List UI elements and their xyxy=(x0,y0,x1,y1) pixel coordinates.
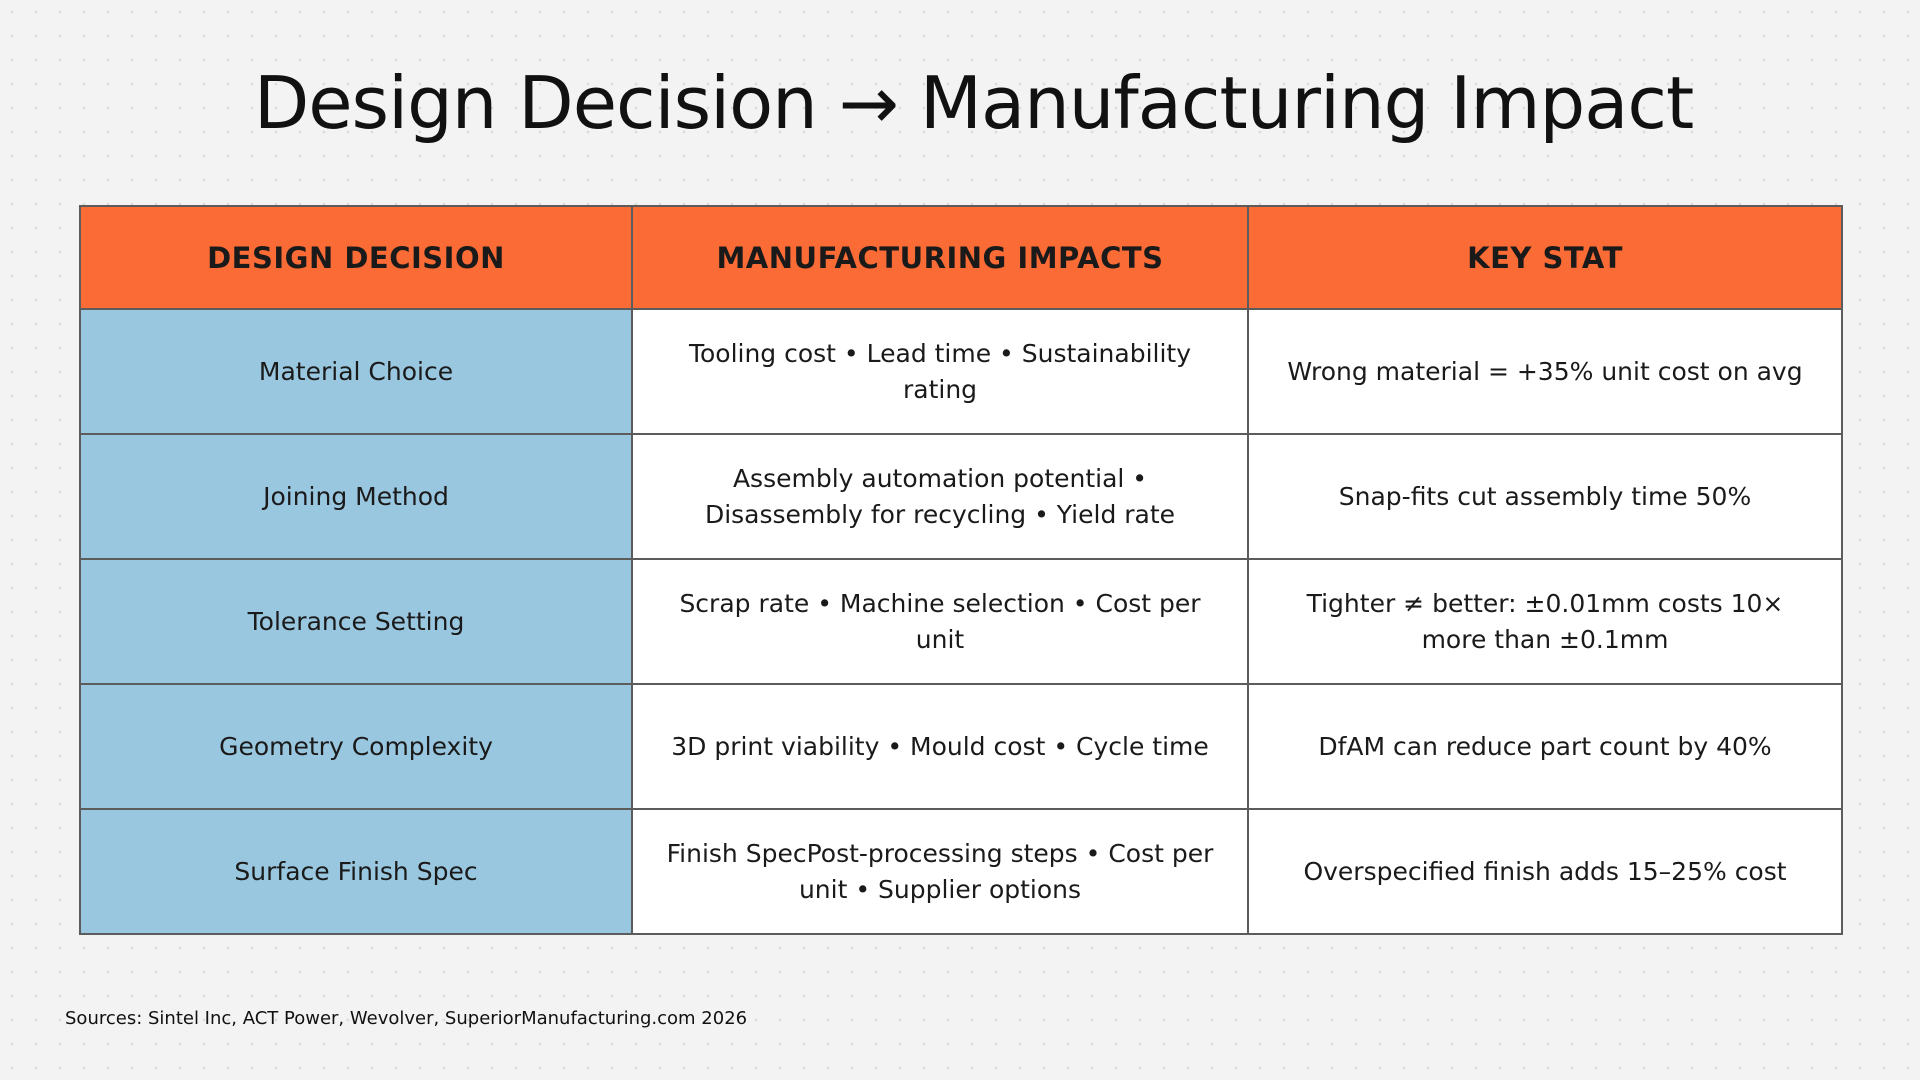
key-stat-cell: DfAM can reduce part count by 40% xyxy=(1247,683,1843,810)
key-stat-cell: Overspecified finish adds 15–25% cost xyxy=(1247,808,1843,935)
key-stat-cell: Tighter ≠ better: ±0.01mm costs 10× more… xyxy=(1247,558,1843,685)
decision-cell: Joining Method xyxy=(79,433,633,560)
table-row: Joining Method Assembly automation poten… xyxy=(79,433,1843,560)
table-row: Tolerance Setting Scrap rate • Machine s… xyxy=(79,558,1843,685)
table-row: Material Choice Tooling cost • Lead time… xyxy=(79,308,1843,435)
table-row: Surface Finish Spec Finish SpecPost-proc… xyxy=(79,808,1843,935)
decision-cell: Tolerance Setting xyxy=(79,558,633,685)
key-stat-cell: Wrong material = +35% unit cost on avg xyxy=(1247,308,1843,435)
decision-cell: Surface Finish Spec xyxy=(79,808,633,935)
impacts-cell: Finish SpecPost-processing steps • Cost … xyxy=(631,808,1249,935)
decision-cell: Material Choice xyxy=(79,308,633,435)
sources-footnote: Sources: Sintel Inc, ACT Power, Wevolver… xyxy=(65,1008,748,1029)
header-manufacturing-impacts: MANUFACTURING IMPACTS xyxy=(631,205,1249,310)
header-design-decision: DESIGN DECISION xyxy=(79,205,633,310)
impact-table-container: DESIGN DECISION MANUFACTURING IMPACTS KE… xyxy=(79,205,1843,935)
impact-table: DESIGN DECISION MANUFACTURING IMPACTS KE… xyxy=(79,205,1843,935)
table-row: Geometry Complexity 3D print viability •… xyxy=(79,683,1843,810)
header-row: DESIGN DECISION MANUFACTURING IMPACTS KE… xyxy=(79,205,1843,310)
page-title: Design Decision → Manufacturing Impact xyxy=(253,61,1694,145)
key-stat-cell: Snap-fits cut assembly time 50% xyxy=(1247,433,1843,560)
decision-cell: Geometry Complexity xyxy=(79,683,633,810)
impacts-cell: 3D print viability • Mould cost • Cycle … xyxy=(631,683,1249,810)
impacts-cell: Scrap rate • Machine selection • Cost pe… xyxy=(631,558,1249,685)
table-body: Material Choice Tooling cost • Lead time… xyxy=(79,308,1843,935)
header-key-stat: KEY STAT xyxy=(1247,205,1843,310)
impacts-cell: Tooling cost • Lead time • Sustainabilit… xyxy=(631,308,1249,435)
table-header: DESIGN DECISION MANUFACTURING IMPACTS KE… xyxy=(79,205,1843,310)
impacts-cell: Assembly automation potential • Disassem… xyxy=(631,433,1249,560)
